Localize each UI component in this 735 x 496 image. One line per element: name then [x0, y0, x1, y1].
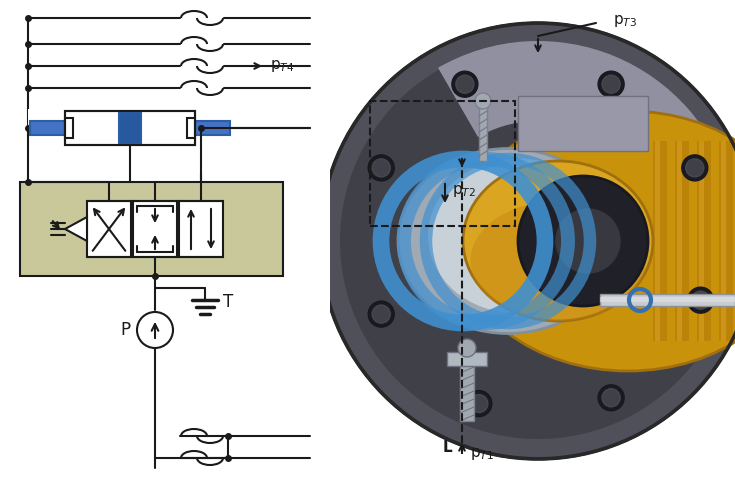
- Circle shape: [682, 155, 708, 181]
- Bar: [460, 356, 474, 421]
- Bar: [65, 111, 195, 145]
- Text: p$_{T1}$: p$_{T1}$: [470, 446, 494, 462]
- Bar: [697, 141, 711, 341]
- Circle shape: [602, 75, 620, 93]
- Circle shape: [687, 287, 714, 313]
- Bar: [65, 118, 73, 138]
- Bar: [721, 141, 726, 341]
- Bar: [447, 352, 487, 366]
- Circle shape: [458, 339, 476, 357]
- Circle shape: [368, 301, 394, 327]
- Bar: [699, 141, 704, 341]
- Bar: [187, 118, 195, 138]
- Bar: [28, 109, 232, 147]
- Text: L: L: [442, 440, 452, 455]
- Text: p$_{T4}$: p$_{T4}$: [270, 58, 295, 74]
- Circle shape: [470, 394, 488, 413]
- Text: T: T: [223, 293, 233, 311]
- Bar: [653, 141, 667, 341]
- Ellipse shape: [398, 148, 618, 333]
- FancyBboxPatch shape: [518, 96, 648, 151]
- Bar: [719, 141, 733, 341]
- Bar: [677, 141, 682, 341]
- Ellipse shape: [458, 111, 735, 371]
- Ellipse shape: [518, 176, 648, 306]
- Text: p$_{T3}$: p$_{T3}$: [613, 13, 637, 29]
- Text: p$_{T2}$: p$_{T2}$: [452, 183, 476, 199]
- Bar: [600, 294, 735, 306]
- Bar: [20, 182, 283, 276]
- Circle shape: [322, 25, 735, 457]
- Bar: [675, 141, 689, 341]
- Circle shape: [137, 312, 173, 348]
- Circle shape: [340, 43, 735, 439]
- Circle shape: [372, 159, 390, 177]
- Circle shape: [456, 75, 474, 93]
- Bar: [65, 111, 195, 145]
- Circle shape: [372, 305, 390, 323]
- Ellipse shape: [463, 161, 653, 321]
- Bar: [600, 297, 735, 302]
- Bar: [30, 121, 230, 135]
- Circle shape: [320, 23, 735, 459]
- Circle shape: [602, 389, 620, 407]
- Bar: [133, 201, 177, 257]
- Circle shape: [686, 159, 704, 177]
- Circle shape: [368, 155, 394, 181]
- Circle shape: [556, 209, 620, 273]
- Bar: [370, 101, 515, 226]
- Polygon shape: [65, 217, 87, 241]
- Bar: [655, 141, 660, 341]
- Bar: [479, 106, 487, 161]
- Bar: [87, 201, 131, 257]
- Ellipse shape: [470, 201, 645, 321]
- Circle shape: [452, 71, 478, 97]
- Circle shape: [475, 93, 491, 109]
- Bar: [0, 0, 330, 496]
- Text: P: P: [121, 321, 131, 339]
- Bar: [179, 201, 223, 257]
- Circle shape: [598, 71, 624, 97]
- Bar: [119, 112, 141, 144]
- Circle shape: [598, 385, 624, 411]
- Circle shape: [692, 291, 709, 309]
- Wedge shape: [438, 41, 731, 210]
- Ellipse shape: [428, 159, 608, 313]
- Circle shape: [466, 390, 492, 417]
